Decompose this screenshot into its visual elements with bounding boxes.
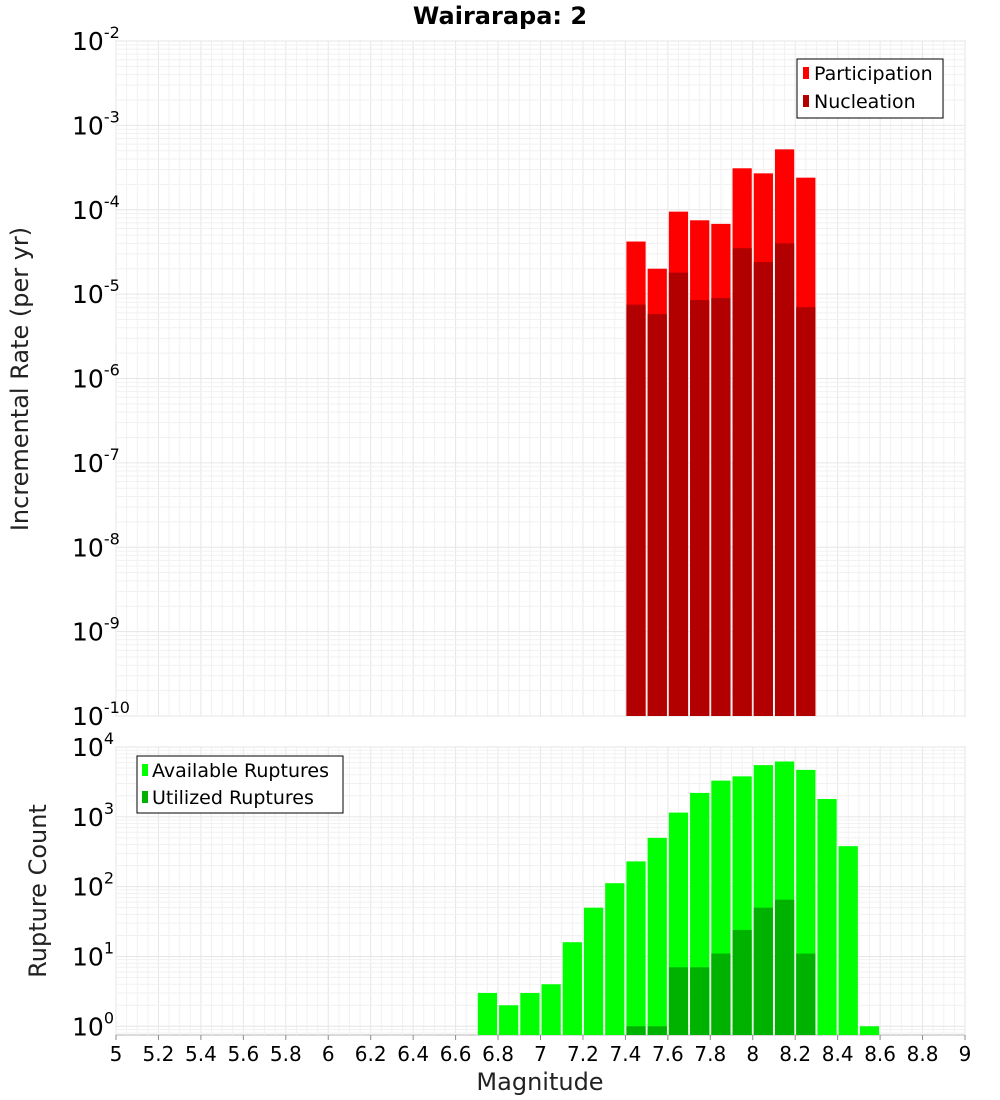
rate-bar-nucleation: [626, 304, 646, 716]
rate-panel: 10-10 10-9 10-8 10-7 10-6 10-5 10-4 10-3 10-2 In…: [6, 23, 966, 731]
x-tick-label: 6.6: [440, 1042, 472, 1066]
x-tick-label: 6.8: [482, 1042, 514, 1066]
count-bar-utilized-ruptures: [626, 1026, 646, 1035]
count-bar-available-ruptures: [859, 1026, 880, 1035]
legend-swatch-available: [142, 764, 148, 776]
x-tick-label: 6: [322, 1042, 335, 1066]
x-tick-label: 8.8: [907, 1042, 939, 1066]
x-tick-label: 7.4: [609, 1042, 641, 1066]
count-bar-utilized-ruptures: [774, 899, 795, 1035]
count-bar-utilized-ruptures: [753, 907, 773, 1035]
x-tick-label: 8: [746, 1042, 759, 1066]
rate-y-tick-label: 10-2: [72, 23, 120, 56]
x-tick-label: 7.8: [694, 1042, 726, 1066]
x-tick-label: 5: [110, 1042, 123, 1066]
rate-y-tick-label: 10-9: [72, 614, 120, 647]
magnitude-axis-label: Magnitude: [476, 1068, 603, 1096]
rate-bar-nucleation: [711, 297, 731, 716]
x-tick-label: 5.6: [227, 1042, 259, 1066]
count-bar-utilized-ruptures: [690, 967, 710, 1035]
count-bar-available-ruptures: [647, 837, 667, 1035]
legend-swatch-nucleation: [803, 95, 809, 107]
x-tick-label: 8.2: [779, 1042, 811, 1066]
rate-y-tick-label: 10-7: [72, 445, 120, 478]
count-legend: Available Ruptures Utilized Ruptures: [136, 755, 344, 814]
x-tick-label: 7.6: [652, 1042, 684, 1066]
rate-bar-nucleation: [690, 300, 710, 716]
count-bar-available-ruptures: [520, 992, 540, 1035]
count-bar-utilized-ruptures: [732, 929, 752, 1035]
count-bar-available-ruptures: [626, 861, 646, 1035]
x-tick-label: 6.4: [397, 1042, 429, 1066]
count-bar-utilized-ruptures: [668, 967, 689, 1035]
x-tick-label: 7: [534, 1042, 547, 1066]
count-bar-available-ruptures: [499, 1005, 519, 1035]
count-bar-available-ruptures: [605, 883, 625, 1035]
legend-label-available: Available Ruptures: [152, 760, 329, 782]
rate-bar-nucleation: [774, 243, 795, 717]
count-panel: 100 101 102 103 104 5 5.2 5.4 5.6 5.8 6 6.2 6.4 6.6 6…: [24, 729, 971, 1096]
count-bar-available-ruptures: [541, 984, 561, 1035]
count-bar-available-ruptures: [477, 992, 498, 1035]
rate-y-tick-label: 10-8: [72, 529, 120, 562]
count-y-tick-label: 102: [72, 869, 114, 902]
chart-title: Wairarapa: 2: [413, 2, 587, 30]
rate-y-tick-label: 10-4: [72, 192, 120, 225]
count-axis-label: Rupture Count: [24, 804, 52, 978]
rate-y-tick-label: 10-10: [72, 698, 130, 731]
rate-y-tick-label: 10-6: [72, 361, 120, 394]
rate-legend: Participation Nucleation: [796, 58, 944, 119]
rate-y-tick-label: 10-3: [72, 107, 120, 140]
rate-bar-nucleation: [753, 262, 773, 716]
x-tick-label: 7.2: [567, 1042, 599, 1066]
count-bar-available-ruptures: [562, 942, 582, 1035]
legend-label-utilized: Utilized Ruptures: [152, 787, 314, 809]
rate-bar-nucleation: [647, 314, 667, 716]
rate-bar-nucleation: [732, 248, 752, 717]
rate-bar-nucleation: [796, 307, 816, 716]
x-tick-label: 9: [959, 1042, 972, 1066]
x-tick-label: 8.6: [864, 1042, 896, 1066]
legend-swatch-utilized: [142, 791, 148, 803]
count-y-tick-label: 104: [72, 729, 114, 762]
count-bar-available-ruptures: [583, 907, 604, 1035]
rate-y-tick-label: 10-5: [72, 276, 120, 309]
count-y-tick-label: 103: [72, 799, 114, 832]
count-bar-available-ruptures: [817, 798, 837, 1035]
x-tick-label: 5.4: [185, 1042, 217, 1066]
legend-label-nucleation: Nucleation: [814, 91, 916, 113]
rate-bar-nucleation: [668, 272, 689, 716]
count-bar-utilized-ruptures: [796, 953, 816, 1035]
count-y-tick-label: 101: [72, 938, 114, 971]
count-y-tick-label: 100: [72, 1008, 114, 1041]
x-tick-label: 5.8: [270, 1042, 302, 1066]
x-tick-label: 6.2: [355, 1042, 387, 1066]
legend-label-participation: Participation: [814, 63, 933, 85]
legend-swatch-participation: [803, 67, 809, 79]
x-tick-label: 8.4: [822, 1042, 854, 1066]
x-tick-label: 5.2: [143, 1042, 175, 1066]
count-bar-utilized-ruptures: [711, 953, 731, 1035]
count-bar-utilized-ruptures: [647, 1026, 667, 1035]
rate-axis-label: Incremental Rate (per yr): [6, 227, 34, 531]
count-bar-available-ruptures: [838, 846, 858, 1035]
